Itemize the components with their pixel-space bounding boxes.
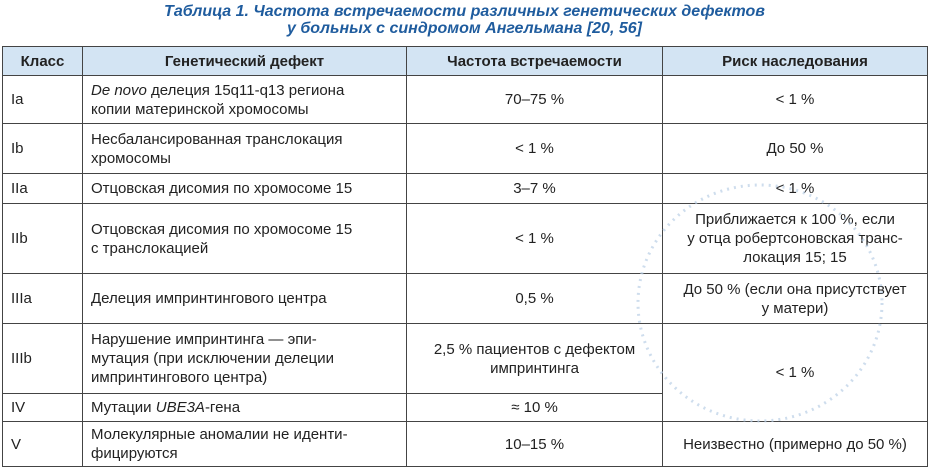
risk-cell: До 50 % bbox=[662, 123, 928, 174]
title-line: Таблица 1. Частота встречаемости различн… bbox=[164, 3, 765, 20]
defect-cell: Отцовская дисомия по хромосоме 15 с тран… bbox=[82, 203, 407, 274]
defect-cell: Отцовская дисомия по хромосоме 15 bbox=[82, 173, 407, 204]
defect-cell: Делеция импринтингового центра bbox=[82, 273, 407, 324]
frequency-cell: 3–7 % bbox=[406, 173, 663, 204]
text: -гена bbox=[204, 399, 241, 416]
text: Мутации bbox=[91, 399, 156, 416]
risk-cell: До 50 % (если она присутствует у матери) bbox=[662, 273, 928, 324]
table-row: V Молекулярные аномалии не иденти- фициру… bbox=[2, 421, 928, 467]
header-cell: Частота встречаемости bbox=[406, 46, 663, 76]
class-cell: IV bbox=[2, 393, 83, 422]
table-row: IIb Отцовская дисомия по хромосоме 15 с т… bbox=[2, 203, 928, 274]
defect-cell: Молекулярные аномалии не иденти- фицирую… bbox=[82, 421, 407, 467]
defect-cell: Нарушение импринтинга — эпи- мутация (пр… bbox=[82, 323, 407, 394]
table-row: IIa Отцовская дисомия по хромосоме 15 3–7 … bbox=[2, 173, 928, 204]
frequency-cell: 2,5 % пациентов с дефектом импринтинга bbox=[406, 323, 663, 394]
header-cell: Риск наследования bbox=[662, 46, 928, 76]
page: Таблица 1. Частота встречаемости различн… bbox=[0, 3, 929, 470]
title-line: у больных с синдромом Ангельмана [20, 56… bbox=[287, 20, 642, 37]
header-cell: Генетический дефект bbox=[82, 46, 407, 76]
defect-cell: De novo делеция 15q11-q13 региона копии … bbox=[82, 75, 407, 124]
table: Класс Генетический дефект Частота встречае… bbox=[2, 46, 928, 467]
header-row: Класс Генетический дефект Частота встречае… bbox=[2, 46, 928, 76]
frequency-cell: 10–15 % bbox=[406, 421, 663, 467]
table-row: Ib Несбалансированная транслокация хромос… bbox=[2, 123, 928, 174]
italic-term: De novo bbox=[91, 81, 147, 99]
italic-term: UBE3A bbox=[155, 399, 205, 416]
risk-cell: Неизвестно (примерно до 50 %) bbox=[662, 421, 928, 467]
class-cell: Ia bbox=[2, 75, 83, 124]
title: Таблица 1. Частота встречаемости различн… bbox=[0, 3, 929, 41]
class-cell: IIIa bbox=[2, 273, 83, 324]
header-cell: Класс bbox=[2, 46, 83, 76]
risk-cell: < 1 % bbox=[662, 75, 928, 124]
class-cell: IIb bbox=[2, 203, 83, 274]
frequency-cell: 70–75 % bbox=[406, 75, 663, 124]
class-cell: IIa bbox=[2, 173, 83, 204]
risk-cell: < 1 % bbox=[662, 323, 928, 422]
text: делеция 15q11-q13 региона копии материнс… bbox=[91, 81, 345, 118]
class-cell: Ib bbox=[2, 123, 83, 174]
table-row: IIIa Делеция импринтингового центра 0,5 % Д… bbox=[2, 273, 928, 324]
class-cell: V bbox=[2, 421, 83, 467]
frequency-cell: < 1 % bbox=[406, 203, 663, 274]
risk-cell: < 1 % bbox=[662, 173, 928, 204]
risk-cell: Приближается к 100 %, если у отца роберт… bbox=[662, 203, 928, 274]
class-cell: IIIb bbox=[2, 323, 83, 394]
frequency-cell: ≈ 10 % bbox=[406, 393, 663, 422]
table-row: Ia De novo делеция 15q11-q13 региона копи… bbox=[2, 75, 928, 124]
defect-cell: Несбалансированная транслокация хромосом… bbox=[82, 123, 407, 174]
table-row: IIIb Нарушение импринтинга — эпи- мутация… bbox=[2, 323, 928, 422]
frequency-cell: < 1 % bbox=[406, 123, 663, 174]
defect-cell: Мутации UBE3A-гена bbox=[82, 393, 407, 422]
table-row: IV Мутации UBE3A-гена ≈ 10 % bbox=[2, 393, 928, 422]
frequency-cell: 0,5 % bbox=[406, 273, 663, 324]
